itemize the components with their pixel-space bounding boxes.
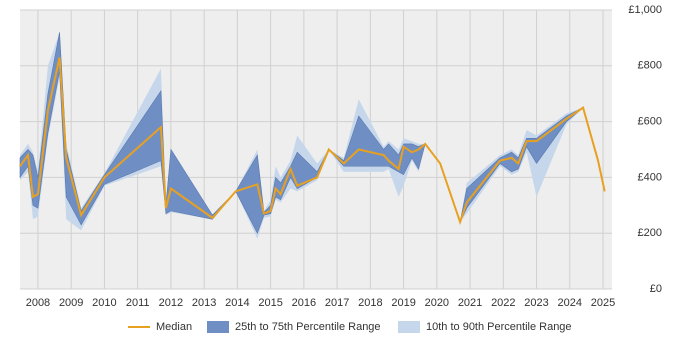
x-tick-label: 2022 <box>491 297 515 309</box>
x-tick-label: 2013 <box>192 297 216 309</box>
x-tick-label: 2014 <box>225 297 249 309</box>
legend-label: 25th to 75th Percentile Range <box>235 321 381 333</box>
x-tick-label: 2021 <box>458 297 482 309</box>
y-tick-label: £800 <box>638 60 662 72</box>
y-tick-label: £600 <box>638 116 662 128</box>
y-tick-label: £0 <box>650 283 662 295</box>
legend-label: 10th to 90th Percentile Range <box>426 321 572 333</box>
x-tick-label: 2025 <box>591 297 615 309</box>
legend-swatch <box>398 321 420 333</box>
x-tick-label: 2020 <box>425 297 449 309</box>
x-tick-label: 2012 <box>159 297 183 309</box>
x-tick-label: 2019 <box>391 297 415 309</box>
y-tick-label: £400 <box>638 171 662 183</box>
x-tick-label: 2017 <box>325 297 349 309</box>
x-tick-label: 2008 <box>26 297 50 309</box>
x-tick-label: 2018 <box>358 297 382 309</box>
x-tick-label: 2016 <box>292 297 316 309</box>
legend-label: Median <box>156 321 192 333</box>
median-line <box>19 57 606 226</box>
x-tick-label: 2009 <box>59 297 83 309</box>
y-tick-label: £200 <box>638 227 662 239</box>
y-tick-label: £1,000 <box>628 4 662 16</box>
x-tick-label: 2011 <box>126 297 150 309</box>
legend-swatch <box>207 321 229 333</box>
x-tick-label: 2010 <box>92 297 116 309</box>
x-tick-label: 2023 <box>524 297 548 309</box>
x-tick-label: 2024 <box>558 297 582 309</box>
x-tick-label: 2015 <box>258 297 282 309</box>
